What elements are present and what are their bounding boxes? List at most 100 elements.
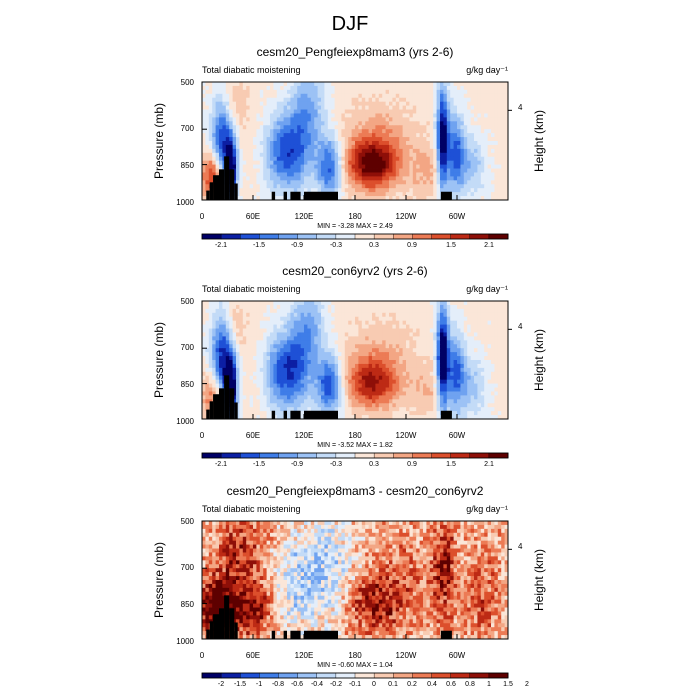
heatmap-cell — [236, 375, 240, 381]
heatmap-cell — [348, 144, 352, 150]
heatmap-cell — [480, 85, 485, 91]
heatmap-cell — [338, 164, 342, 169]
heatmap-cell — [307, 97, 312, 103]
heatmap-cell — [358, 121, 363, 126]
heatmap-cell — [215, 352, 220, 357]
heatmap-cell — [409, 89, 414, 95]
heatmap-cell — [446, 101, 451, 106]
heatmap-cell — [253, 348, 257, 353]
heatmap-cell — [283, 168, 288, 173]
heatmap-cell — [355, 129, 359, 134]
heatmap-cell — [297, 85, 301, 91]
heatmap-cell — [429, 82, 434, 87]
heatmap-cell — [280, 137, 284, 142]
heatmap-cell — [270, 352, 274, 357]
heatmap-cell — [212, 113, 216, 118]
heatmap-cell — [338, 328, 342, 333]
heatmap-cell — [334, 356, 339, 361]
heatmap-cell — [463, 391, 468, 396]
heatmap-cell — [450, 383, 454, 388]
heatmap-cell — [501, 356, 505, 361]
heatmap-cell — [327, 324, 332, 329]
heatmap-cell — [423, 387, 427, 392]
heatmap-cell — [341, 360, 346, 365]
heatmap-cell — [355, 82, 359, 87]
heatmap-cell — [497, 304, 502, 310]
heatmap-cell — [426, 383, 431, 388]
heatmap-cell — [236, 188, 240, 193]
heatmap-cell — [331, 395, 335, 400]
heatmap-cell — [321, 184, 325, 189]
heatmap-cell — [263, 144, 267, 150]
heatmap-cell — [351, 113, 356, 118]
heatmap-cell — [249, 93, 254, 99]
heatmap-cell — [416, 301, 420, 306]
heatmap-cell — [239, 196, 244, 201]
heatmap-cell — [242, 196, 247, 201]
heatmap-cell — [409, 360, 414, 365]
heatmap-cell — [368, 133, 373, 138]
heatmap-cell — [392, 117, 397, 122]
heatmap-cell — [385, 180, 390, 185]
heatmap-cell — [419, 137, 424, 142]
heatmap-cell — [358, 152, 363, 158]
heatmap-cell — [378, 328, 383, 333]
heatmap-cell — [453, 324, 458, 329]
heatmap-cell — [416, 312, 420, 318]
heatmap-cell — [416, 160, 420, 165]
heatmap-cell — [433, 375, 437, 381]
panel-title: cesm20_con6yrv2 (yrs 2-6) — [282, 264, 427, 278]
heatmap-cell — [266, 152, 271, 158]
heatmap-cell — [273, 101, 278, 106]
heatmap-cell — [273, 340, 278, 345]
heatmap-cell — [236, 109, 240, 114]
heatmap-cell — [491, 141, 495, 146]
heatmap-cell — [219, 320, 223, 325]
heatmap-cell — [501, 164, 505, 169]
heatmap-cell — [423, 109, 427, 114]
heatmap-cell — [215, 105, 220, 110]
heatmap-cell — [290, 168, 295, 173]
heatmap-cell — [280, 184, 284, 189]
heatmap-cell — [361, 371, 366, 377]
heatmap-cell — [324, 308, 329, 314]
heatmap-cell — [460, 192, 465, 197]
heatmap-cell — [341, 148, 346, 154]
heatmap-cell — [232, 117, 237, 122]
heatmap-cell — [249, 144, 254, 150]
heatmap-cell — [351, 367, 356, 373]
heatmap-cell — [287, 328, 291, 333]
heatmap-cell — [402, 344, 407, 349]
heatmap-cell — [501, 336, 505, 341]
heatmap-cell — [219, 137, 223, 142]
heatmap-cell — [491, 148, 495, 154]
heatmap-cell — [399, 121, 403, 126]
heatmap-cell — [409, 336, 414, 341]
heatmap-cell — [222, 312, 227, 318]
heatmap-cell — [215, 301, 220, 306]
heatmap-cell — [304, 137, 308, 142]
heatmap-cell — [246, 387, 250, 392]
heatmap-cell — [242, 308, 247, 314]
heatmap-cell — [310, 137, 315, 142]
heatmap-cell — [205, 148, 210, 154]
heatmap-cell — [361, 332, 366, 337]
heatmap-cell — [477, 391, 482, 396]
heatmap-cell — [402, 113, 407, 118]
heatmap-cell — [283, 93, 288, 99]
heatmap-cell — [297, 117, 301, 122]
heatmap-cell — [215, 121, 220, 126]
heatmap-cell — [324, 395, 329, 400]
heatmap-cell — [406, 113, 410, 118]
heatmap-cell — [280, 383, 284, 388]
heatmap-cell — [293, 352, 298, 357]
heatmap-cell — [501, 89, 505, 95]
heatmap-cell — [457, 387, 461, 392]
heatmap-cell — [232, 160, 237, 165]
heatmap-cell — [419, 148, 424, 154]
heatmap-cell — [467, 156, 471, 162]
heatmap-cell — [205, 383, 210, 388]
heatmap-cell — [440, 391, 444, 396]
heatmap-cell — [450, 320, 454, 325]
heatmap-cell — [453, 105, 458, 110]
